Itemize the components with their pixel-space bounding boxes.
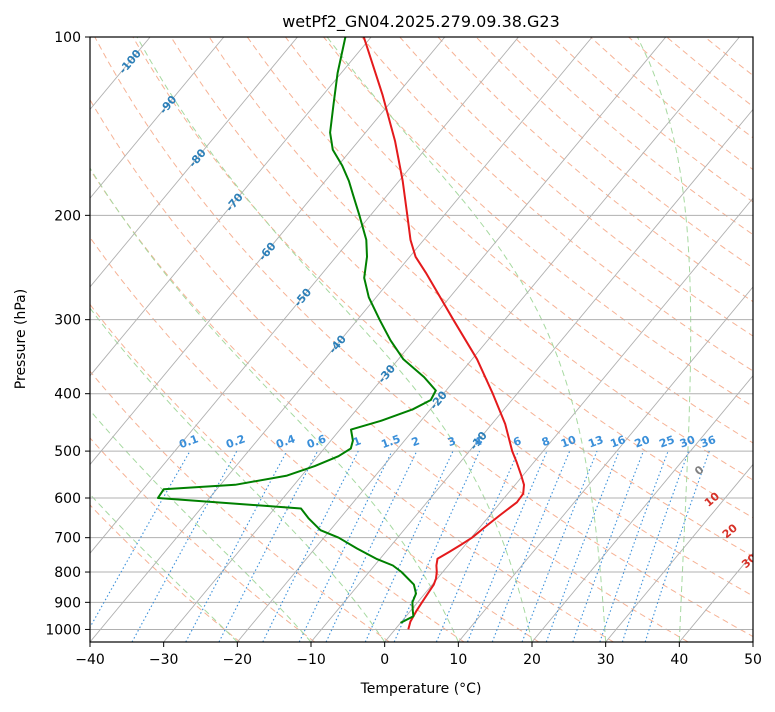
dry-adiabat: [400, 37, 775, 642]
isotherm-line: [164, 37, 666, 642]
dry-adiabat: [514, 37, 775, 642]
x-tick-label: 0: [380, 652, 389, 668]
background-lines: [0, 37, 775, 642]
mixing-ratio-label: 16: [609, 433, 628, 451]
mixing-ratio-label: 6: [511, 434, 523, 449]
isotherm-line: [0, 37, 76, 642]
theta-label: 20: [720, 521, 740, 541]
isotherm-line: [0, 37, 3, 642]
plot-frame: [90, 37, 753, 642]
theta-label: 30: [739, 551, 759, 571]
y-axis-label: Pressure (hPa): [13, 289, 29, 389]
mixing-ratio-label: 0.4: [274, 432, 297, 451]
mixing-ratio-label: 1.5: [379, 432, 402, 451]
theta-label: 10: [702, 489, 722, 509]
isotherm-line: [0, 37, 224, 642]
x-tick-label: −20: [223, 652, 253, 668]
theta-label: 0: [692, 463, 706, 478]
mixing-ratio-label: 20: [633, 433, 652, 451]
dry-adiabat: [285, 37, 775, 642]
mixing-ratio-line: [522, 451, 597, 642]
y-tick-label: 100: [54, 30, 81, 46]
isotherm-label: -100: [116, 47, 144, 77]
isotherm-line: [16, 37, 518, 642]
mixing-ratio-label: 36: [699, 433, 718, 451]
mixing-ratio-label: 25: [657, 433, 676, 450]
mixing-ratio-label: 13: [586, 433, 605, 450]
x-tick-label: 40: [670, 652, 688, 668]
x-tick-label: 30: [597, 652, 615, 668]
y-tick-label: 700: [54, 531, 81, 547]
y-tick-label: 900: [54, 595, 81, 611]
dry-adiabat: [362, 37, 775, 642]
isotherm-line: [237, 37, 739, 642]
y-tick-label: 1000: [45, 622, 81, 638]
dry-adiabat: [171, 37, 775, 642]
dry-adiabat: [95, 37, 763, 642]
x-tick-label: −30: [149, 652, 179, 668]
x-tick-label: 50: [744, 652, 762, 668]
x-tick-label: 10: [449, 652, 467, 668]
mixing-ratio-label: 8: [540, 434, 552, 449]
y-tick-label: 300: [54, 313, 81, 329]
moist-adiabat: [0, 37, 311, 642]
dry-adiabat: [0, 37, 464, 642]
mixing-ratio-line: [436, 451, 518, 642]
dewpoint-profile: [158, 37, 436, 623]
y-tick-label: 500: [54, 444, 81, 460]
dry-adiabat: [0, 37, 539, 642]
y-tick-label: 400: [54, 387, 81, 403]
mixing-ratio-line: [299, 451, 392, 642]
dry-adiabat: [133, 37, 775, 642]
x-axis-label: Temperature (°C): [360, 681, 482, 697]
x-tick-label: −10: [296, 652, 326, 668]
mixing-ratio-label: 0.1: [177, 432, 200, 451]
dry-adiabat: [591, 37, 775, 642]
mixing-ratio-line: [82, 451, 190, 642]
moist-adiabat: [22, 37, 459, 642]
mixing-ratio-line: [186, 451, 287, 642]
isotherm-line: [532, 37, 775, 642]
chart-title: wetPf2_GN04.2025.279.09.38.G23: [282, 12, 560, 32]
x-tick-label: −40: [75, 652, 105, 668]
mixing-ratio-line: [492, 451, 569, 642]
mixing-ratio-label: 10: [559, 433, 578, 451]
y-tick-label: 200: [54, 208, 81, 224]
mixing-ratio-label: 2: [410, 434, 422, 449]
dry-adiabat: [19, 37, 614, 642]
dry-adiabat: [209, 37, 775, 642]
dry-adiabat: [247, 37, 775, 642]
isotherm-line: [0, 37, 371, 642]
x-tick-label: 20: [523, 652, 541, 668]
isotherm-line: [753, 37, 775, 642]
moist-adiabat: [0, 37, 385, 642]
mixing-ratio-label: 3: [446, 434, 458, 449]
dry-adiabat: [476, 37, 775, 642]
mixing-ratio-line: [600, 451, 668, 642]
mixing-ratio-line: [546, 451, 619, 642]
mixing-ratio-label: 0.2: [224, 432, 247, 451]
mixing-ratio-line: [263, 451, 359, 642]
isotherm-line: [679, 37, 775, 642]
theta-label: 40: [761, 578, 775, 598]
moist-adiabat: [0, 37, 237, 642]
mixing-ratio-line: [132, 451, 237, 642]
dry-adiabat: [57, 37, 689, 642]
mixing-ratio-label: 1: [351, 434, 363, 449]
y-tick-label: 800: [54, 565, 81, 581]
y-tick-label: 600: [54, 491, 81, 507]
